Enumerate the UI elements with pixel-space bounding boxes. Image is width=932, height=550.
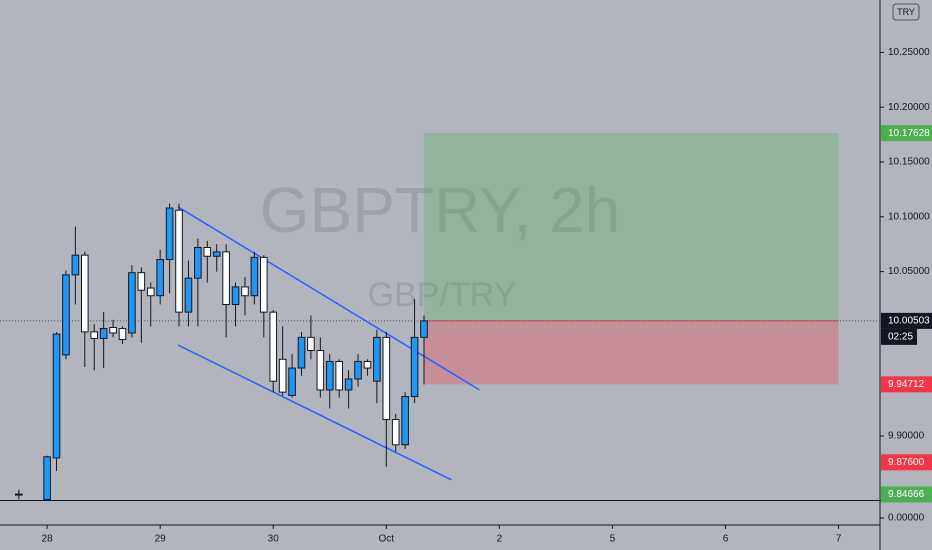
price-label: 9.87600 [888,457,925,468]
price-label: 9.84666 [888,489,925,500]
candle-body [146,287,155,297]
x-tick-label: 2 [497,534,503,545]
price-label-box [881,312,932,329]
candle-body [410,336,419,398]
candle-body [212,251,221,257]
x-tick-label: 30 [268,534,280,545]
countdown: 02:25 [888,332,913,343]
candle-body [231,286,240,305]
candle-body [194,246,202,279]
candle-body [52,333,61,459]
candle-body [354,360,362,380]
candle-body [62,274,70,356]
price-label: 10.17628 [888,128,930,139]
watermark-subtitle: GBP/TRY [368,276,517,314]
x-tick-label: 6 [723,534,729,545]
candle-body [344,378,353,391]
candle-body [15,493,23,496]
price-label: 10.00503 [888,316,930,327]
candle-body [401,396,409,446]
watermark: GBPTRY, 2h [260,174,621,246]
candle-body [118,328,127,341]
x-tick-label: Oct [379,534,395,545]
candle-body [175,209,183,313]
x-tick-label: 5 [610,534,616,545]
loss-zone [423,320,839,385]
candle-body [307,336,315,352]
y-tick-label: 10.25000 [888,47,930,58]
candle-body [297,336,306,369]
candle-body [165,207,174,261]
candle-body [316,350,325,391]
price-label: 9.94712 [888,379,925,390]
price-label-box [881,454,932,471]
candle-body [278,358,287,393]
channel-line [177,344,452,481]
candle-body [391,419,400,446]
x-tick-label: 28 [42,534,54,545]
currency-badge[interactable] [892,3,920,21]
candle-body [222,251,230,305]
pane2-y-tick-label: 0.00000 [888,513,925,524]
candle-body [373,336,381,382]
candle-body [128,272,136,334]
candle-body [137,272,146,291]
candle-body [109,326,117,334]
candle-body [325,360,334,391]
price-label-box [881,376,932,393]
price-label-box [881,125,932,142]
y-tick-label: 10.20000 [888,102,930,113]
y-tick-label: 9.90000 [888,431,925,442]
profit-zone [423,133,839,321]
y-tick-label: 10.05000 [888,266,930,277]
candle-body [250,256,259,297]
candle-body [260,256,268,313]
candle-body [156,259,164,297]
x-tick-label: 29 [155,534,167,545]
candle-body [420,320,428,338]
candle-body [335,360,343,391]
channel-line [177,206,480,391]
candle-body [99,328,108,339]
y-tick-label: 10.15000 [888,157,930,168]
candle-body [288,367,296,396]
candle-body [71,254,80,276]
candle-body [241,286,249,297]
candle-body [269,311,278,382]
candle-body [80,254,89,333]
price-label-box [881,486,932,503]
candle-body [382,336,391,421]
countdown-box [881,328,917,345]
y-tick-label: 10.10000 [888,211,930,222]
currency: TRY [897,7,915,17]
candle-body [203,246,212,257]
x-tick-label: 7 [836,534,842,545]
candle-body [90,331,99,339]
candle-body [43,456,51,501]
candle-body [184,277,193,313]
candle-body [363,360,372,369]
